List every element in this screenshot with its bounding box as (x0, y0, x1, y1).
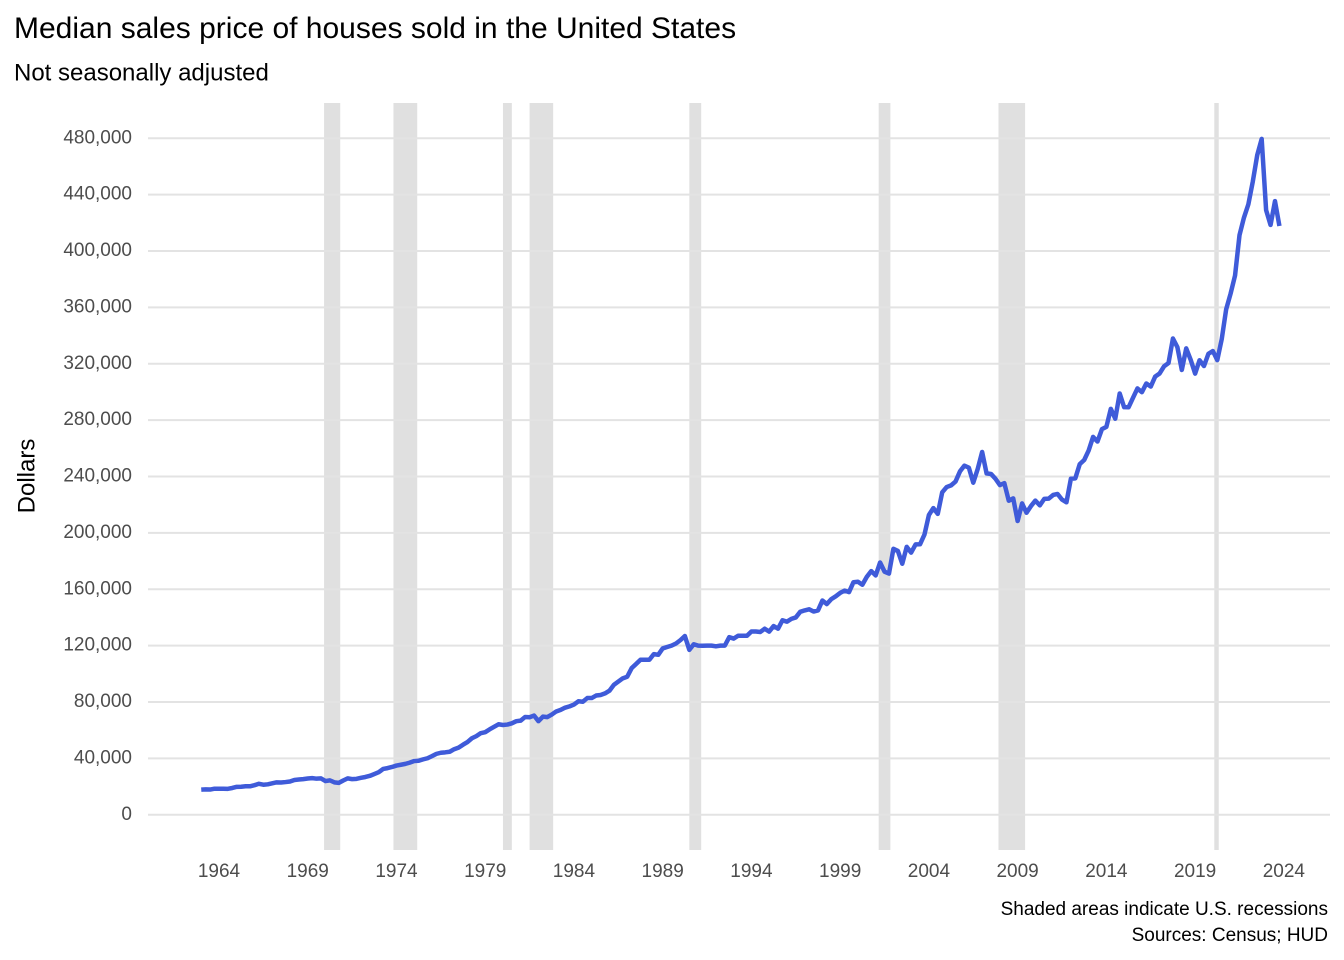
caption: Sources: Census; HUD (1132, 925, 1328, 946)
y-tick-label: 200,000 (63, 522, 132, 543)
x-tick-label: 1969 (287, 861, 329, 882)
x-tick-label: 2014 (1085, 861, 1128, 882)
y-tick-label: 440,000 (63, 184, 132, 205)
x-tick-label: 2019 (1174, 861, 1216, 882)
x-tick-label: 2004 (908, 861, 951, 882)
y-tick-label: 160,000 (63, 578, 132, 599)
x-tick-label: 1979 (464, 861, 506, 882)
y-tick-label: 400,000 (63, 240, 132, 261)
y-axis-label: Dollars (13, 439, 40, 514)
y-tick-label: 320,000 (63, 353, 132, 374)
y-tick-label: 360,000 (63, 296, 132, 317)
y-tick-label: 240,000 (63, 466, 132, 487)
chart-title: Median sales price of houses sold in the… (14, 12, 736, 45)
chart-subtitle: Not seasonally adjusted (14, 59, 269, 86)
caption: Shaded areas indicate U.S. recessions (1001, 899, 1328, 920)
x-tick-label: 2009 (996, 861, 1038, 882)
plot-area: 0 40,000 80,000 120,000 160,000 200,000 240,00… (63, 103, 1330, 882)
y-tick-label: 480,000 (63, 127, 132, 148)
y-tick-label: 120,000 (63, 635, 132, 656)
y-tick-label: 80,000 (74, 691, 132, 712)
x-tick-label: 2024 (1263, 861, 1306, 882)
x-tick-label: 1984 (553, 861, 596, 882)
x-tick-label: 1964 (198, 861, 241, 882)
y-tick-label: 40,000 (74, 747, 132, 768)
x-tick-label: 1989 (642, 861, 684, 882)
data-line (201, 136, 1282, 792)
x-tick-label: 1994 (730, 861, 773, 882)
x-tick-label: 1999 (819, 861, 861, 882)
y-tick-label: 280,000 (63, 409, 132, 430)
x-tick-label: 1974 (375, 861, 418, 882)
y-tick-label: 0 (121, 804, 132, 825)
